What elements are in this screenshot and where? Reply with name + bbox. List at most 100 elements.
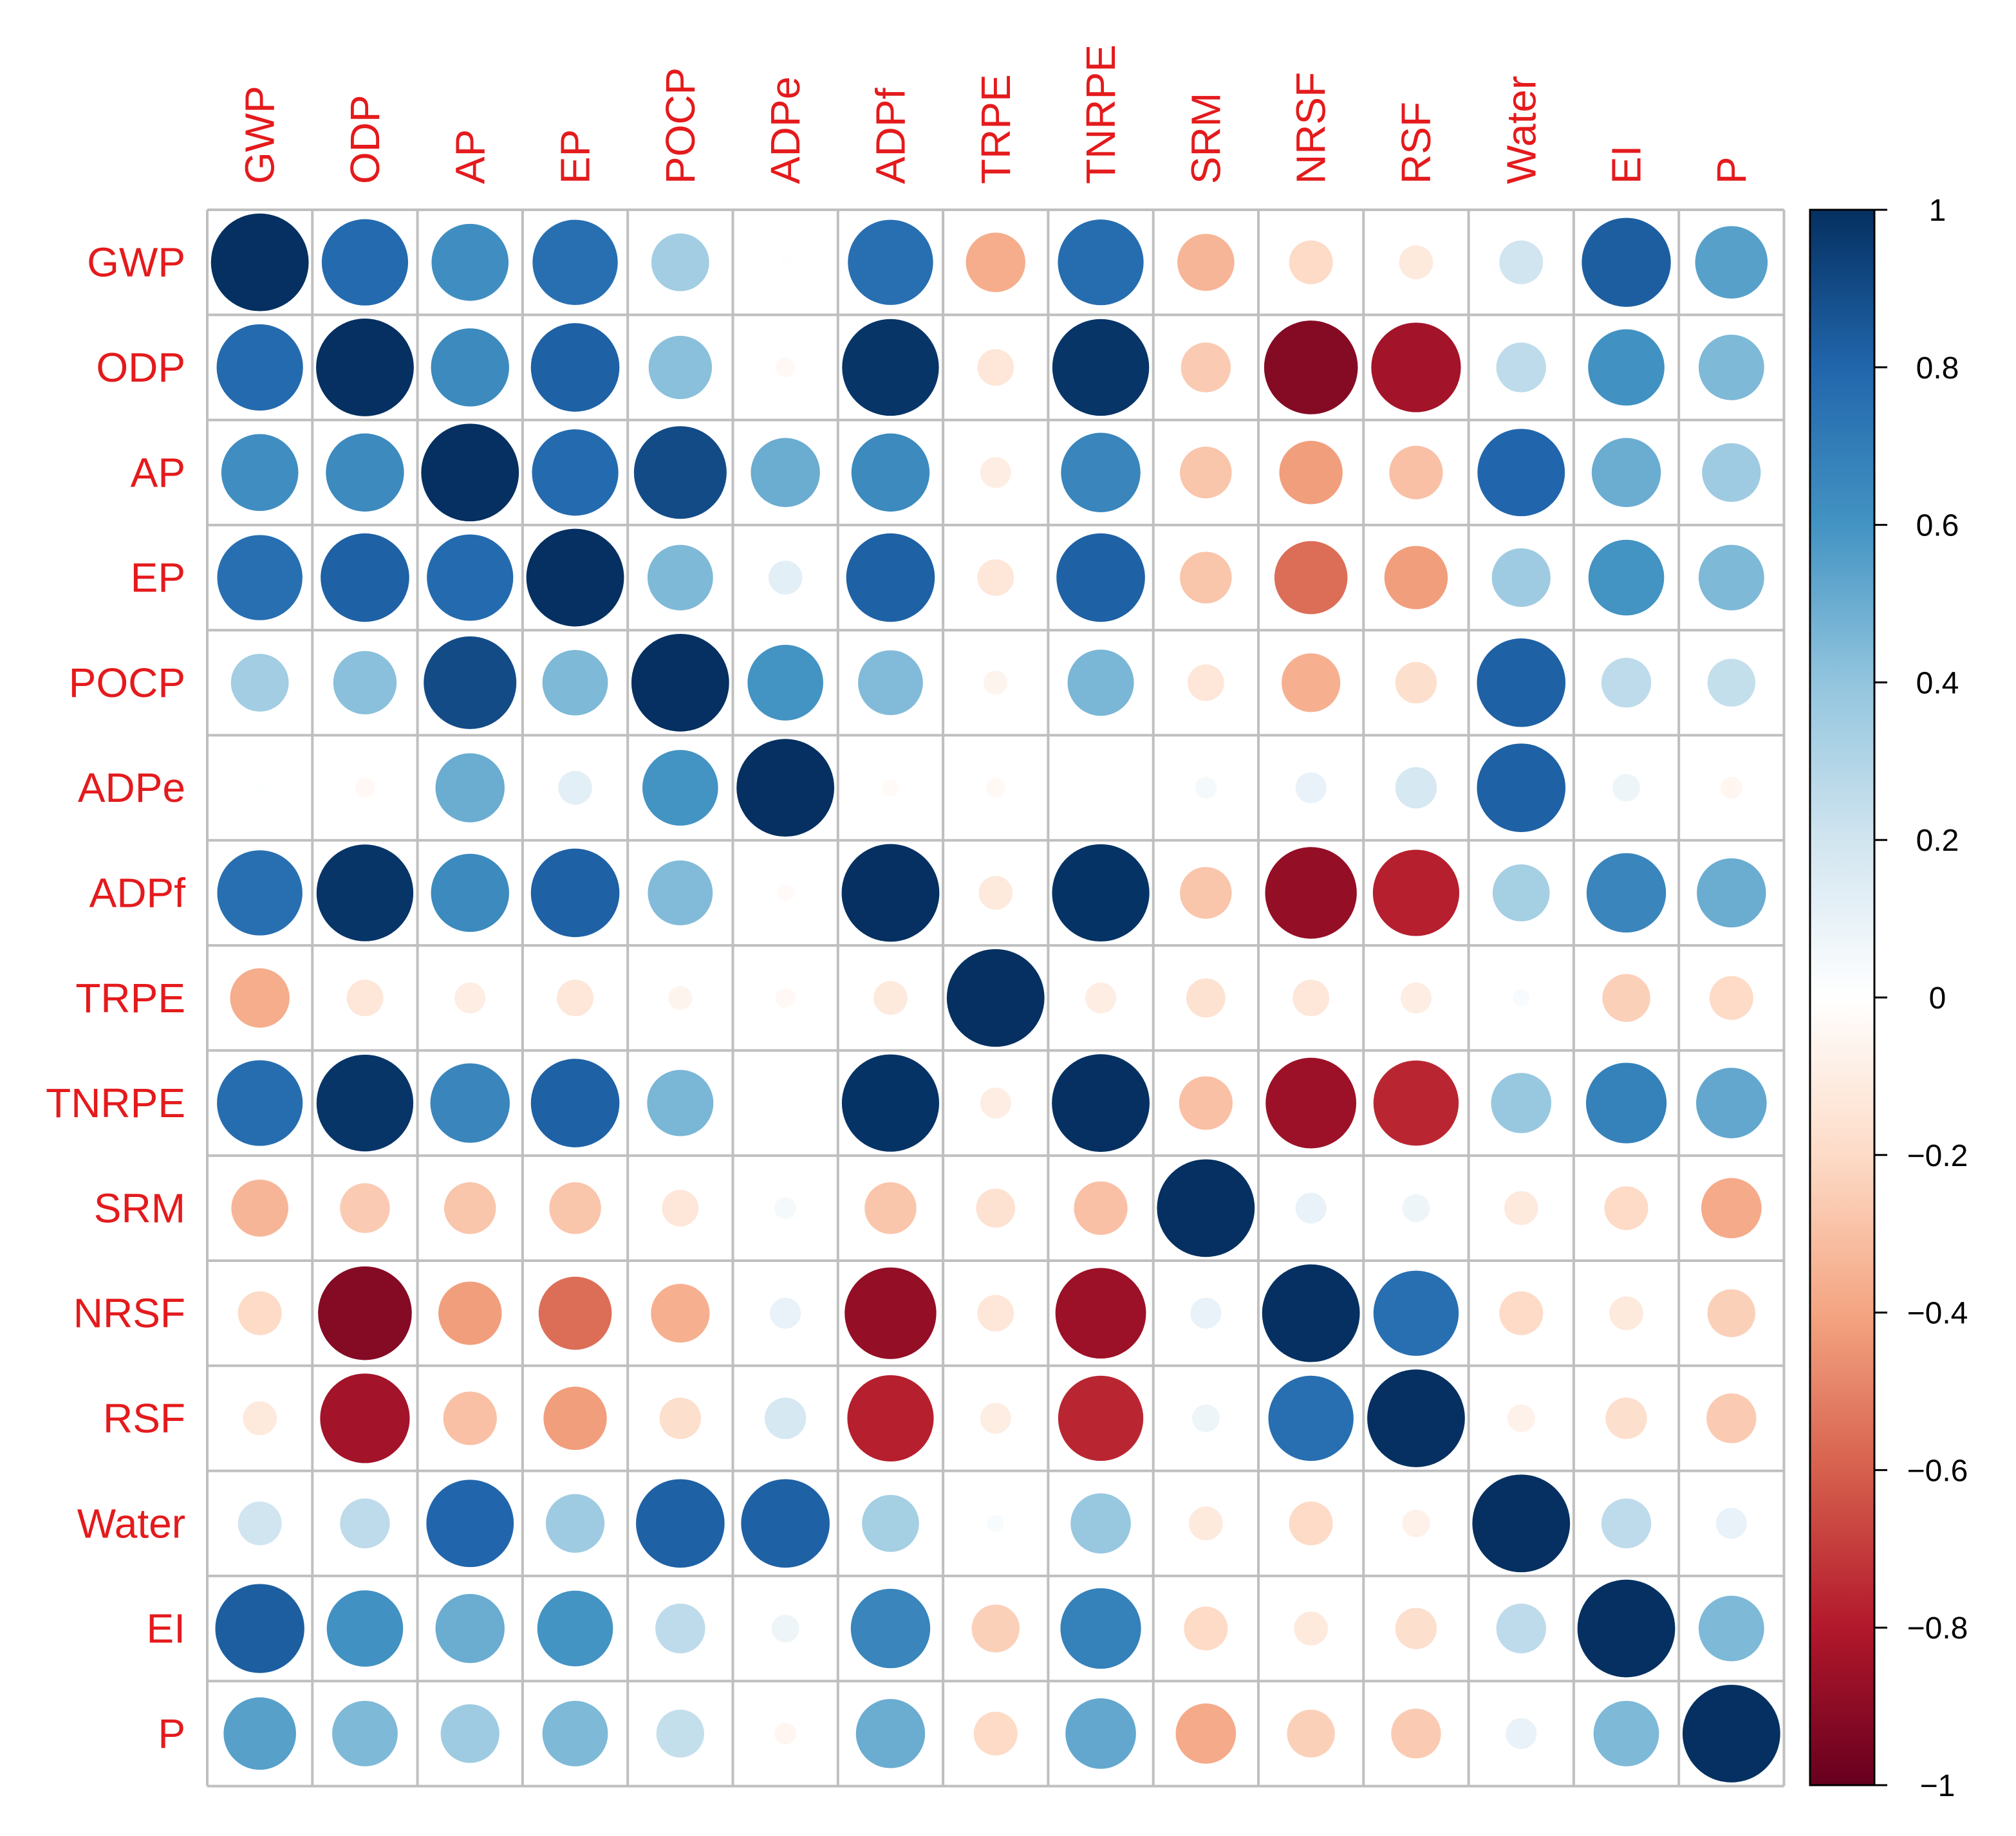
- correlation-circle-srm-gwp: [231, 1180, 288, 1237]
- correlation-circle-water-adpf: [862, 1494, 919, 1552]
- correlation-circle-p-tnrpe: [1065, 1698, 1136, 1769]
- correlation-circle-ep-adpe: [768, 561, 803, 595]
- correlation-circle-gwp-water: [1499, 240, 1544, 284]
- correlation-circle-nrsf-gwp: [238, 1291, 282, 1335]
- correlation-circle-trpe-pocp: [668, 986, 693, 1010]
- correlation-circle-ap-tnrpe: [1061, 432, 1141, 512]
- correlation-circle-ei-trpe: [971, 1604, 1020, 1653]
- correlation-circle-adpf-ep: [530, 848, 620, 938]
- correlation-circle-water-p: [1715, 1508, 1747, 1539]
- correlation-circle-pocp-tnrpe: [1067, 649, 1134, 716]
- correlation-circle-odp-nrsf: [1264, 320, 1358, 414]
- correlation-circle-adpf-ei: [1586, 853, 1666, 933]
- correlation-circle-gwp-adpe: [780, 257, 790, 268]
- correlation-circle-ei-p: [1698, 1595, 1764, 1662]
- correlation-circle-tnrpe-ep: [530, 1059, 620, 1147]
- correlation-circle-rsf-ap: [443, 1391, 497, 1445]
- correlation-circle-pocp-water: [1477, 638, 1566, 727]
- correlation-circle-trpe-rsf: [1400, 982, 1432, 1014]
- column-label-p: P: [1708, 156, 1755, 184]
- row-label-adpe: ADPe: [78, 765, 185, 811]
- correlation-circle-rsf-trpe: [980, 1402, 1011, 1434]
- correlation-circle-odp-trpe: [977, 349, 1014, 386]
- correlation-circle-nrsf-ep: [538, 1276, 612, 1350]
- correlation-circle-tnrpe-trpe: [980, 1088, 1011, 1119]
- correlation-circle-ei-pocp: [655, 1603, 705, 1654]
- row-label-adpf: ADPf: [89, 869, 186, 916]
- correlation-circle-p-p: [1682, 1684, 1780, 1783]
- correlation-circle-rsf-water: [1507, 1404, 1535, 1433]
- correlation-circle-ei-water: [1496, 1603, 1546, 1654]
- column-label-gwp: GWP: [237, 86, 283, 184]
- correlation-circle-ap-p: [1702, 443, 1761, 502]
- correlation-circle-gwp-pocp: [651, 233, 709, 292]
- correlation-circle-ap-adpf: [851, 433, 930, 512]
- row-label-ep: EP: [131, 555, 185, 601]
- correlation-circle-srm-odp: [340, 1183, 390, 1234]
- colorbar-tick-label: −0.2: [1907, 1139, 1968, 1173]
- correlation-circle-ei-adpe: [771, 1615, 799, 1643]
- correlation-circle-nrsf-adpe: [770, 1297, 801, 1329]
- correlation-circle-ep-adpf: [846, 533, 935, 622]
- correlation-circle-ei-rsf: [1395, 1608, 1437, 1649]
- row-label-tnrpe: TNRPE: [46, 1080, 185, 1126]
- correlation-circle-gwp-ei: [1582, 218, 1671, 307]
- column-label-ep: EP: [552, 129, 599, 184]
- correlation-circle-tnrpe-ap: [430, 1063, 510, 1143]
- correlation-circle-srm-p: [1701, 1178, 1762, 1239]
- correlation-circle-ei-adpf: [850, 1588, 931, 1669]
- correlation-circle-ei-tnrpe: [1060, 1588, 1141, 1669]
- correlation-circle-adpf-srm: [1180, 867, 1232, 919]
- column-label-pocp: POCP: [657, 68, 704, 184]
- correlation-circle-trpe-p: [1709, 976, 1753, 1020]
- correlation-circle-ep-tnrpe: [1056, 533, 1145, 622]
- correlation-circle-ap-trpe: [980, 457, 1011, 488]
- row-labels: GWP ODP AP EP POCP ADPe ADPf TRPE TNRPE SRM NRSF RS…: [46, 239, 185, 1757]
- correlation-circle-gwp-ep: [532, 219, 618, 305]
- correlation-circle-trpe-ep: [557, 979, 593, 1017]
- column-label-adpe: ADPe: [762, 77, 808, 184]
- correlation-circle-pocp-ei: [1601, 658, 1652, 708]
- correlation-circle-srm-tnrpe: [1074, 1181, 1128, 1235]
- correlation-circle-nrsf-rsf: [1373, 1270, 1459, 1356]
- correlation-circle-rsf-rsf: [1367, 1369, 1465, 1467]
- correlation-circle-gwp-ap: [431, 223, 509, 301]
- correlation-circle-srm-adpe: [774, 1197, 797, 1219]
- correlation-circle-pocp-ep: [542, 649, 608, 716]
- column-label-tnrpe: TNRPE: [1078, 44, 1124, 184]
- correlation-circle-odp-ei: [1588, 329, 1665, 406]
- correlation-circle-nrsf-odp: [318, 1266, 412, 1360]
- column-label-adpf: ADPf: [867, 88, 913, 184]
- row-label-pocp: POCP: [69, 660, 185, 706]
- correlation-circle-ei-srm: [1184, 1606, 1228, 1651]
- correlation-circle-adpe-adpf: [882, 779, 899, 797]
- column-label-rsf: RSF: [1393, 102, 1439, 184]
- correlation-circle-pocp-rsf: [1395, 662, 1437, 704]
- correlation-circle-srm-ep: [549, 1182, 601, 1234]
- correlation-circle-srm-adpf: [864, 1182, 917, 1234]
- correlation-circle-adpe-trpe: [985, 777, 1005, 798]
- correlation-circle-water-adpe: [741, 1479, 830, 1568]
- correlation-circle-tnrpe-ei: [1585, 1062, 1667, 1144]
- correlation-circle-odp-ep: [530, 323, 620, 412]
- correlation-circle-adpf-adpe: [776, 884, 794, 902]
- row-label-rsf: RSF: [103, 1395, 185, 1442]
- correlation-circle-pocp-srm: [1187, 664, 1224, 701]
- row-label-water: Water: [77, 1500, 185, 1546]
- correlation-circle-trpe-gwp: [230, 968, 290, 1028]
- row-label-trpe: TRPE: [75, 975, 185, 1021]
- correlation-circle-adpf-trpe: [978, 876, 1013, 910]
- correlation-circle-trpe-ei: [1602, 974, 1650, 1022]
- correlation-circle-pocp-trpe: [984, 671, 1008, 695]
- colorbar-tick-label: 1: [1929, 194, 1946, 228]
- correlation-circle-adpf-rsf: [1372, 849, 1460, 936]
- correlation-circle-ep-ep: [526, 528, 624, 627]
- correlation-circle-trpe-tnrpe: [1085, 982, 1117, 1014]
- row-label-ap: AP: [131, 449, 185, 496]
- correlation-circle-nrsf-pocp: [651, 1284, 710, 1343]
- correlation-circle-adpe-pocp: [642, 750, 718, 826]
- correlation-circle-adpe-gwp: [255, 783, 265, 793]
- correlation-circle-adpf-water: [1492, 864, 1550, 922]
- correlation-circle-p-rsf: [1391, 1709, 1441, 1759]
- correlation-circle-water-pocp: [636, 1479, 725, 1568]
